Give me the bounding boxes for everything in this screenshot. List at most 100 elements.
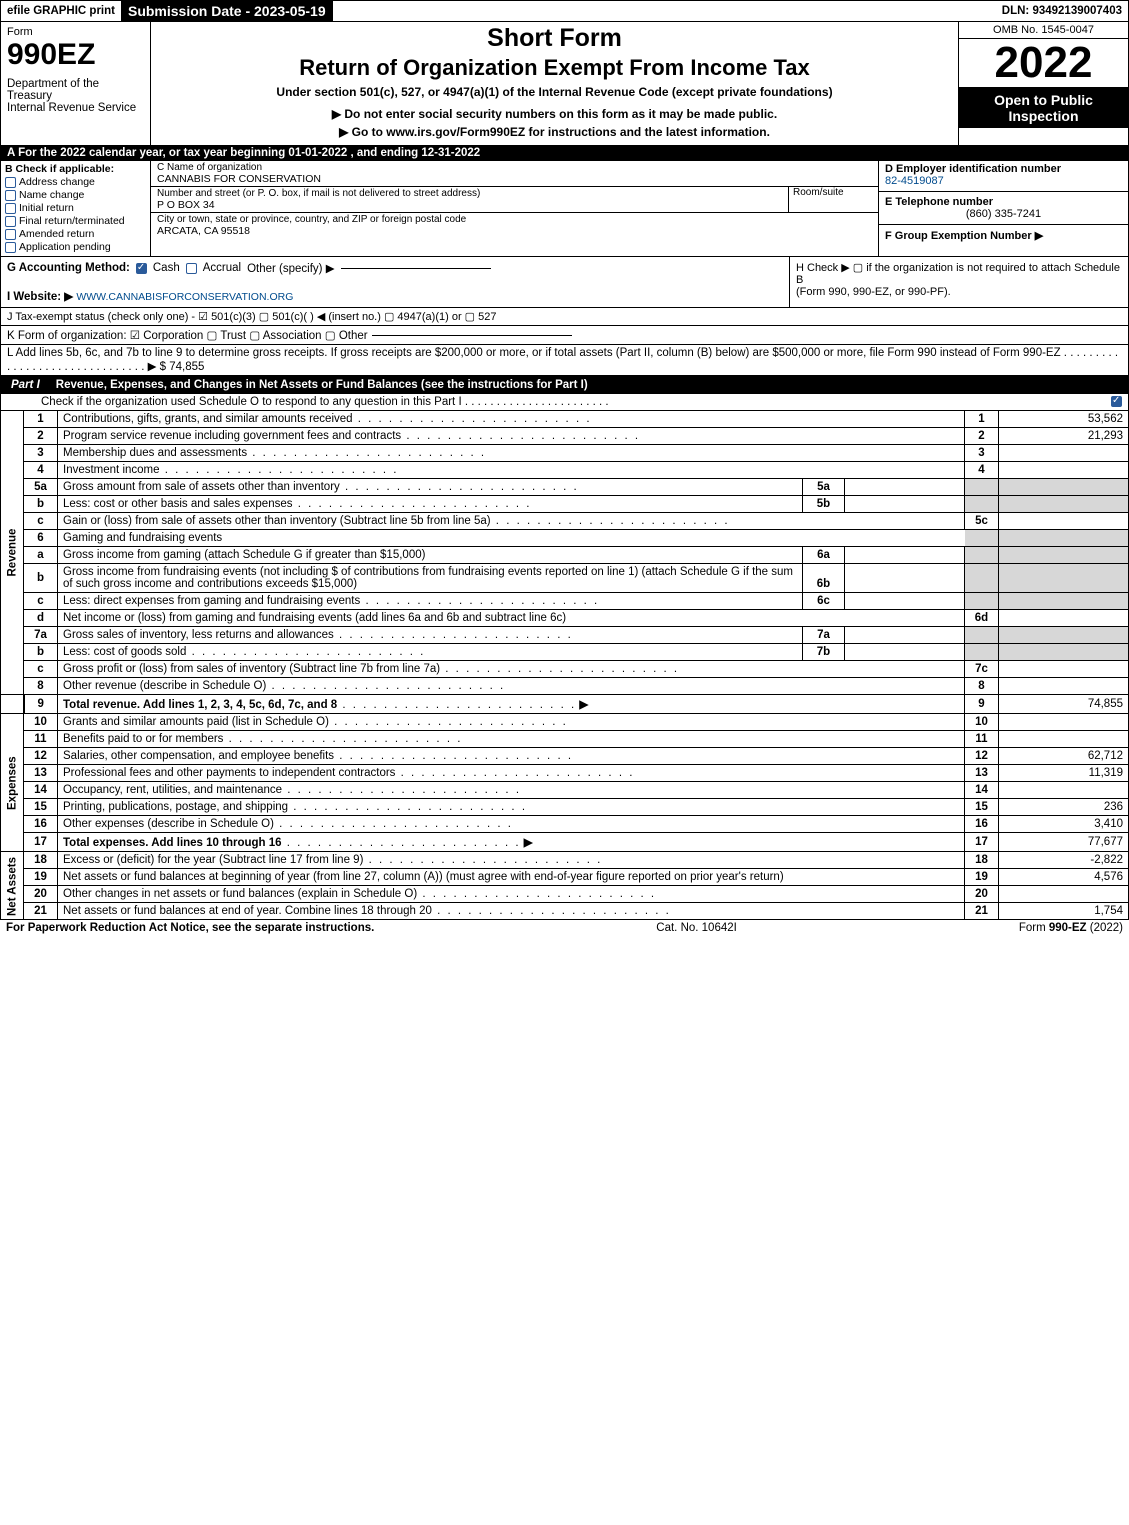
website-link[interactable]: WWW.CANNABISFORCONSERVATION.ORG: [76, 291, 293, 303]
chk-final-return[interactable]: Final return/terminated: [5, 215, 146, 227]
city-value: ARCATA, CA 95518: [157, 225, 872, 237]
line-5b-rv-shade: [999, 496, 1129, 513]
line-16-rn: 16: [965, 816, 999, 833]
line-8-rn: 8: [965, 678, 999, 695]
line-5b-mv: [845, 496, 965, 513]
section-c-org: C Name of organization CANNABIS FOR CONS…: [151, 161, 878, 256]
line-7b-desc: Less: cost of goods sold: [58, 644, 803, 661]
line-14-val: [999, 782, 1129, 799]
line-17-desc: Total expenses. Add lines 10 through 16 …: [58, 833, 965, 852]
line-11-rn: 11: [965, 731, 999, 748]
line-18-val: -2,822: [999, 852, 1129, 869]
line-21-num: 21: [24, 903, 58, 920]
row-k-org-form: K Form of organization: ☑ Corporation ▢ …: [0, 326, 1129, 345]
line-16-desc: Other expenses (describe in Schedule O): [58, 816, 965, 833]
street-value: P O BOX 34: [157, 199, 788, 211]
b-label: B Check if applicable:: [5, 163, 146, 175]
line-12-desc: Salaries, other compensation, and employ…: [58, 748, 965, 765]
line-3-rn: 3: [965, 445, 999, 462]
k-other-field[interactable]: [372, 335, 572, 336]
line-3-desc: Membership dues and assessments: [58, 445, 965, 462]
netassets-side-label: Net Assets: [1, 852, 24, 920]
line-19-val: 4,576: [999, 869, 1129, 886]
line-10-val: [999, 714, 1129, 731]
line-9-rn: 9: [965, 695, 999, 714]
line-6b-rv-shade: [999, 564, 1129, 593]
chk-application-pending[interactable]: Application pending: [5, 241, 146, 253]
line-7a-desc: Gross sales of inventory, less returns a…: [58, 627, 803, 644]
line-7a-mn: 7a: [803, 627, 845, 644]
line-6c-mv: [845, 593, 965, 610]
other-specify-field[interactable]: [341, 268, 491, 269]
i-website-label: I Website: ▶: [7, 291, 73, 303]
line-19-desc: Net assets or fund balances at beginning…: [58, 869, 965, 886]
line-9-val: 74,855: [999, 695, 1129, 714]
chk-address-change[interactable]: Address change: [5, 176, 146, 188]
line-18-num: 18: [24, 852, 58, 869]
dln-label: DLN: 93492139007403: [996, 1, 1128, 21]
line-7c-desc: Gross profit or (loss) from sales of inv…: [58, 661, 965, 678]
line-6a-rn-shade: [965, 547, 999, 564]
chk-amended-return[interactable]: Amended return: [5, 228, 146, 240]
year-omb-block: OMB No. 1545-0047 2022 Open to Public In…: [958, 22, 1128, 145]
line-6a-mn: 6a: [803, 547, 845, 564]
line-7b-rn-shade: [965, 644, 999, 661]
line-1-rn: 1: [965, 411, 999, 428]
line-4-rn: 4: [965, 462, 999, 479]
line-16-val: 3,410: [999, 816, 1129, 833]
main-title: Return of Organization Exempt From Incom…: [157, 55, 952, 81]
do-not-enter-note: ▶ Do not enter social security numbers o…: [157, 107, 952, 121]
part-i-title: Revenue, Expenses, and Changes in Net As…: [50, 377, 1128, 393]
line-3-val: [999, 445, 1129, 462]
line-6-rn-shade: [965, 530, 999, 547]
line-21-val: 1,754: [999, 903, 1129, 920]
line-7b-num: b: [24, 644, 58, 661]
line-6c-mn: 6c: [803, 593, 845, 610]
section-def: D Employer identification number 82-4519…: [878, 161, 1128, 256]
line-5a-rv-shade: [999, 479, 1129, 496]
line-6a-mv: [845, 547, 965, 564]
street-label: Number and street (or P. O. box, if mail…: [157, 188, 788, 199]
line-20-desc: Other changes in net assets or fund bala…: [58, 886, 965, 903]
line-11-num: 11: [24, 731, 58, 748]
line-6c-rv-shade: [999, 593, 1129, 610]
chk-schedule-o[interactable]: [1111, 396, 1122, 407]
row-j-tax-exempt: J Tax-exempt status (check only one) - ☑…: [0, 308, 1129, 326]
line-8-num: 8: [24, 678, 58, 695]
form-id-block: Form 990EZ Department of the Treasury In…: [1, 22, 151, 145]
line-7c-num: c: [24, 661, 58, 678]
line-7c-val: [999, 661, 1129, 678]
chk-name-change[interactable]: Name change: [5, 189, 146, 201]
line-6c-rn-shade: [965, 593, 999, 610]
line-8-desc: Other revenue (describe in Schedule O): [58, 678, 965, 695]
line-5a-mn: 5a: [803, 479, 845, 496]
g-label: G Accounting Method:: [7, 262, 130, 274]
line-11-val: [999, 731, 1129, 748]
line-6b-mv: [845, 564, 965, 593]
line-2-num: 2: [24, 428, 58, 445]
line-7a-rn-shade: [965, 627, 999, 644]
line-12-rn: 12: [965, 748, 999, 765]
line-7b-rv-shade: [999, 644, 1129, 661]
line-5a-desc: Gross amount from sale of assets other t…: [58, 479, 803, 496]
line-6b-desc: Gross income from fundraising events (no…: [58, 564, 803, 593]
line-5a-rn-shade: [965, 479, 999, 496]
line-4-num: 4: [24, 462, 58, 479]
chk-cash[interactable]: [136, 263, 147, 274]
line-15-desc: Printing, publications, postage, and shi…: [58, 799, 965, 816]
line-1-desc: Contributions, gifts, grants, and simila…: [58, 411, 965, 428]
open-to-public: Open to Public Inspection: [959, 88, 1128, 128]
line-5c-val: [999, 513, 1129, 530]
line-6d-num: d: [24, 610, 58, 627]
chk-initial-return[interactable]: Initial return: [5, 202, 146, 214]
goto-link-line[interactable]: ▶ Go to www.irs.gov/Form990EZ for instru…: [157, 125, 952, 139]
expenses-side-label: Expenses: [1, 714, 24, 852]
line-6a-rv-shade: [999, 547, 1129, 564]
line-17-val: 77,677: [999, 833, 1129, 852]
omb-number: OMB No. 1545-0047: [959, 22, 1128, 39]
line-21-rn: 21: [965, 903, 999, 920]
chk-accrual[interactable]: [186, 263, 197, 274]
line-5c-rn: 5c: [965, 513, 999, 530]
line-10-rn: 10: [965, 714, 999, 731]
line-13-rn: 13: [965, 765, 999, 782]
